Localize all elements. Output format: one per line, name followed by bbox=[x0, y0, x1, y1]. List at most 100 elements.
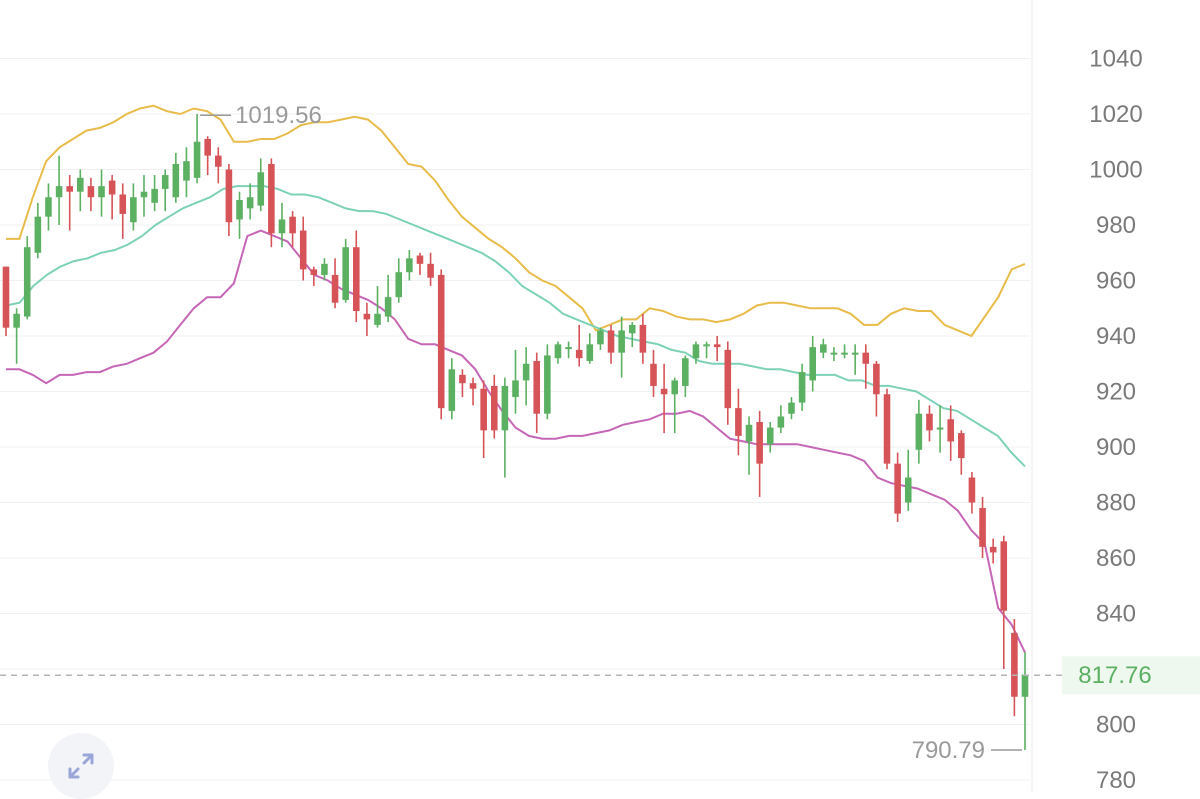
candle-body bbox=[384, 297, 392, 317]
min-marker: 790.79 bbox=[912, 737, 1022, 764]
candle-body bbox=[108, 180, 116, 195]
candle-body bbox=[490, 385, 498, 431]
candle-body bbox=[416, 255, 424, 264]
candle-body bbox=[66, 186, 73, 192]
candle-body bbox=[2, 266, 10, 328]
candle bbox=[310, 266, 318, 287]
candle-body bbox=[257, 172, 265, 206]
candle bbox=[342, 238, 349, 303]
candle-body bbox=[904, 477, 912, 503]
candle bbox=[756, 410, 763, 497]
candle-body bbox=[968, 477, 976, 503]
candle bbox=[352, 230, 360, 323]
candle bbox=[66, 175, 73, 231]
candle-body bbox=[215, 155, 222, 167]
candle bbox=[236, 191, 243, 239]
candle-body bbox=[352, 247, 360, 312]
candle bbox=[586, 333, 594, 364]
candle-body bbox=[883, 394, 891, 464]
candle-body bbox=[193, 141, 201, 178]
candle bbox=[23, 236, 31, 320]
expand-arrows-icon bbox=[68, 753, 94, 779]
candle bbox=[766, 422, 774, 453]
candle-body bbox=[830, 352, 838, 355]
candle-body bbox=[979, 508, 986, 547]
candle-body bbox=[745, 424, 753, 442]
candle bbox=[565, 341, 572, 359]
candle bbox=[384, 274, 392, 323]
candle-body bbox=[140, 191, 148, 198]
candle-body bbox=[841, 352, 848, 355]
candle-body bbox=[756, 422, 763, 464]
y-tick-label: 900 bbox=[1096, 434, 1136, 461]
candle bbox=[989, 538, 997, 564]
candle bbox=[628, 322, 636, 348]
candle bbox=[55, 155, 63, 225]
candle bbox=[745, 416, 753, 475]
y-tick-label: 800 bbox=[1096, 712, 1136, 739]
candle bbox=[512, 349, 519, 414]
candle-body bbox=[947, 419, 954, 442]
candle-body bbox=[586, 344, 594, 361]
candle-body bbox=[299, 230, 307, 270]
candle bbox=[735, 388, 742, 456]
candle-body bbox=[777, 416, 785, 428]
candle-body bbox=[820, 344, 827, 353]
candle bbox=[713, 336, 721, 361]
candle bbox=[299, 216, 307, 281]
candle bbox=[183, 147, 190, 198]
max-price-label: 1019.56 bbox=[235, 102, 322, 129]
candle bbox=[777, 405, 785, 434]
candle-body bbox=[501, 385, 509, 431]
candle-body bbox=[788, 402, 795, 414]
candle bbox=[947, 405, 954, 461]
candle bbox=[650, 349, 657, 398]
candle bbox=[480, 380, 487, 459]
candle bbox=[926, 405, 933, 442]
candle-body bbox=[459, 374, 466, 384]
candle-body bbox=[522, 363, 530, 381]
candle bbox=[374, 286, 381, 328]
candle bbox=[395, 258, 403, 303]
candle-body bbox=[926, 413, 933, 431]
candle-body bbox=[554, 344, 562, 359]
candle bbox=[862, 344, 870, 389]
candle-body bbox=[13, 313, 20, 328]
candle-body bbox=[1011, 632, 1018, 697]
candle-body bbox=[915, 413, 923, 450]
upper-band-line bbox=[6, 104, 1026, 338]
candle-body bbox=[660, 388, 668, 395]
candle-body bbox=[172, 163, 180, 198]
candle bbox=[437, 269, 445, 420]
candle bbox=[321, 258, 328, 281]
candle bbox=[501, 377, 509, 478]
candle bbox=[172, 152, 180, 203]
candle-body bbox=[448, 369, 456, 411]
y-tick-label: 1020 bbox=[1089, 101, 1142, 128]
candle-body bbox=[809, 347, 816, 381]
candle-body bbox=[628, 324, 636, 334]
y-tick-label: 1000 bbox=[1089, 157, 1142, 184]
candle bbox=[140, 175, 148, 217]
candle bbox=[257, 158, 265, 212]
candle-body bbox=[873, 363, 880, 395]
candle-body bbox=[639, 324, 647, 353]
candle bbox=[77, 169, 84, 212]
y-tick-label: 920 bbox=[1096, 379, 1136, 406]
candle-body bbox=[204, 138, 211, 156]
candle bbox=[215, 147, 222, 184]
candle-body bbox=[533, 360, 541, 414]
candle-body bbox=[130, 197, 137, 223]
candle bbox=[225, 163, 233, 237]
candle bbox=[798, 363, 806, 411]
y-tick-label: 880 bbox=[1096, 490, 1136, 517]
candle bbox=[915, 399, 923, 464]
expand-chart-button[interactable] bbox=[48, 733, 114, 799]
candle bbox=[841, 344, 848, 359]
y-tick-label: 840 bbox=[1096, 601, 1136, 628]
candle-body bbox=[183, 161, 190, 181]
candle bbox=[660, 363, 668, 434]
candle-body bbox=[692, 344, 700, 359]
candle bbox=[607, 324, 615, 364]
